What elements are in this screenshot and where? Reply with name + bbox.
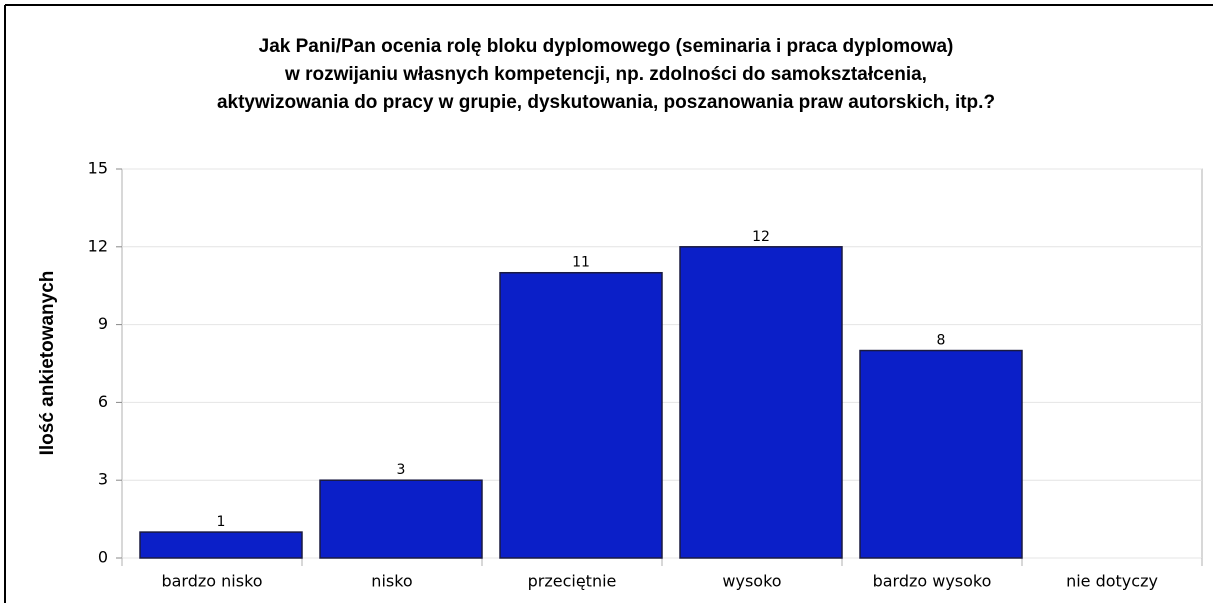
x-tick-label: wysoko: [722, 572, 781, 591]
y-tick-label: 0: [98, 548, 108, 567]
y-tick-label: 15: [88, 159, 108, 178]
x-tick-label: przeciętnie: [528, 572, 617, 591]
value-label: 1: [217, 514, 226, 530]
chart-title: w rozwijaniu własnych kompetencji, np. z…: [284, 64, 927, 85]
x-tick-label: bardzo wysoko: [873, 572, 992, 591]
x-tick-label: nie dotyczy: [1066, 572, 1158, 591]
y-tick-label: 3: [98, 470, 108, 489]
bar: [139, 531, 303, 559]
value-label: 11: [572, 255, 590, 271]
bar: [499, 271, 663, 559]
y-tick-label: 12: [88, 236, 108, 255]
bar: [319, 479, 483, 559]
value-label: 3: [397, 462, 406, 478]
chart-title: Jak Pani/Pan ocenia rolę bloku dyplomowe…: [259, 36, 954, 57]
bar: [859, 349, 1023, 559]
x-tick-label: bardzo nisko: [161, 572, 262, 591]
chart-title: aktywizowania do pracy w grupie, dyskuto…: [217, 92, 995, 113]
x-tick-label: nisko: [371, 572, 412, 591]
y-tick-label: 6: [98, 392, 108, 411]
value-label: 8: [937, 333, 946, 349]
y-tick-label: 9: [98, 314, 108, 333]
bar: [679, 246, 843, 559]
value-label: 12: [752, 229, 770, 245]
y-axis-label: Ilość ankietowanych: [37, 271, 58, 456]
